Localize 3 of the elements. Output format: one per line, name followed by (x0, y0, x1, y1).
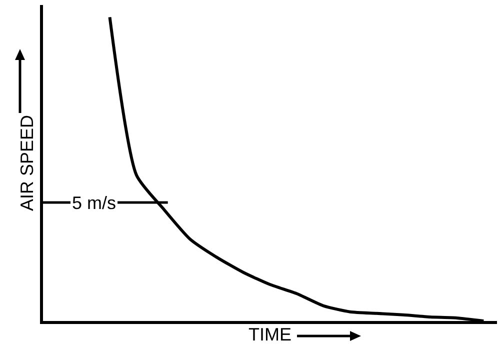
y-axis-title: AIR SPEED (17, 114, 38, 212)
ref-line-label: 5 m/s (72, 193, 116, 213)
x-axis-title: TIME (248, 324, 292, 345)
